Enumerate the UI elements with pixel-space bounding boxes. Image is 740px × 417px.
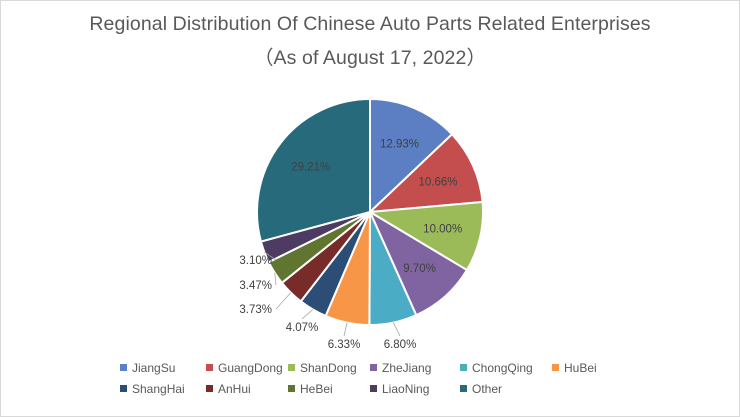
pie-slices (256, 97, 484, 327)
leader-line-shanghai (301, 309, 314, 320)
leader-lines (264, 251, 401, 337)
legend-label-hebei: HeBei (300, 382, 333, 396)
legend-label-anhui: AnHui (218, 382, 251, 396)
legend-label-guangdong: GuangDong (218, 361, 283, 375)
legend-swatch-jiangsu (120, 364, 127, 371)
slice-label-chongqing: 6.80% (384, 339, 417, 351)
slice-label-zhejiang: 9.70% (403, 263, 436, 275)
legend-label-shanghai: ShangHai (132, 382, 185, 396)
chart-title: Regional Distribution Of Chinese Auto Pa… (89, 13, 651, 35)
legend-label-zhejiang: ZheJiang (382, 361, 431, 375)
slice-label-anhui: 3.73% (239, 304, 272, 316)
leader-line-liaoning (264, 251, 277, 261)
chart-subtitle: （As of August 17, 2022） (253, 47, 487, 69)
slice-guangdong (367, 132, 484, 214)
legend-swatch-guangdong (206, 364, 213, 371)
legend-swatch-zhejiang (370, 364, 377, 371)
legend-label-hubei: HuBei (564, 361, 597, 375)
legend-swatch-shanghai (120, 385, 127, 392)
leader-line-chongqing (392, 322, 401, 337)
legend-swatch-anhui (206, 385, 213, 392)
slice-label-hebei: 3.47% (239, 280, 272, 292)
legend-swatch-hebei (288, 385, 295, 392)
legend-swatch-hubei (552, 364, 559, 371)
legend-swatch-other (460, 385, 467, 392)
leader-line-hebei (274, 272, 277, 286)
legend-label-shandong: ShanDong (300, 361, 357, 375)
leader-line-anhui (275, 292, 292, 310)
legend-swatch-shandong (288, 364, 295, 371)
legend-swatch-chongqing (460, 364, 467, 371)
leader-line-hubei (343, 322, 348, 337)
slice-label-liaoning: 3.10% (239, 255, 272, 267)
legend: JiangSu GuangDong ShanDong ZheJiang ChongQin… (120, 361, 597, 396)
slice-label-shandong: 10.00% (423, 224, 462, 236)
slice-label-hubei: 6.33% (328, 339, 361, 351)
slice-label-jiangsu: 12.93% (380, 138, 419, 150)
legend-swatch-liaoning (370, 385, 377, 392)
slice-labels: 12.93% 10.66% 10.00% 9.70% 6.80% 6.33% 4.07% 3.… (239, 138, 462, 351)
slice-jiangsu (369, 97, 454, 215)
slice-other (256, 97, 371, 243)
legend-label-other: Other (472, 382, 502, 396)
slice-shandong (366, 200, 484, 272)
legend-label-liaoning: LiaoNing (382, 382, 429, 396)
slice-label-other: 29.21% (291, 162, 330, 174)
legend-label-jiangsu: JiangSu (132, 361, 175, 375)
legend-label-chongqing: ChongQing (472, 361, 533, 375)
slice-label-shanghai: 4.07% (286, 322, 319, 334)
slice-label-guangdong: 10.66% (418, 176, 457, 188)
